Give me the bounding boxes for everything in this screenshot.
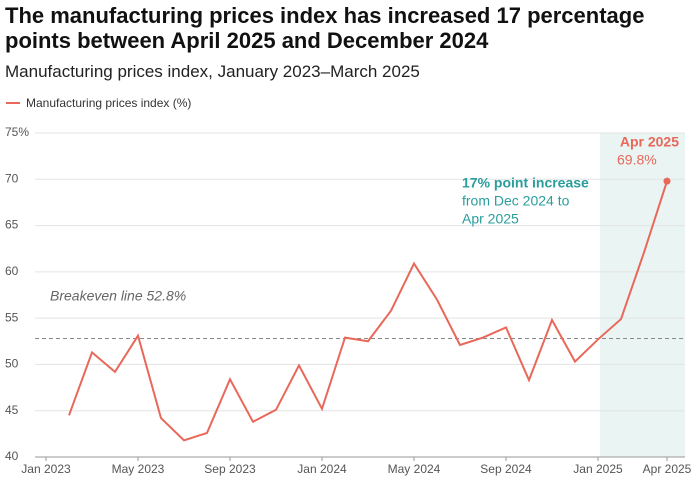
x-tick-label: Sep 2023 bbox=[204, 462, 256, 476]
y-tick-label: 65 bbox=[5, 218, 19, 232]
data-label: 69.8% bbox=[617, 152, 657, 168]
x-tick-label: Apr 2025 bbox=[643, 462, 692, 476]
x-tick-label: May 2024 bbox=[388, 462, 441, 476]
y-tick-label: 45 bbox=[5, 403, 19, 417]
y-tick-label: 55 bbox=[5, 310, 19, 324]
y-tick-label: 40 bbox=[5, 449, 19, 463]
y-tick-label: 60 bbox=[5, 264, 19, 278]
annotation: Apr 2025 bbox=[462, 211, 519, 227]
data-point bbox=[663, 177, 671, 185]
x-tick-label: May 2023 bbox=[112, 462, 165, 476]
annotation: 17% point increase bbox=[462, 175, 589, 191]
y-tick-label: 70 bbox=[5, 171, 19, 185]
x-tick-label: Jan 2024 bbox=[297, 462, 347, 476]
reference-label: Breakeven line 52.8% bbox=[50, 288, 186, 304]
x-tick-label: Jan 2025 bbox=[573, 462, 623, 476]
y-tick-label: 75% bbox=[5, 125, 29, 139]
highlight-band bbox=[600, 133, 685, 457]
annotation: from Dec 2024 to bbox=[462, 193, 570, 209]
y-tick-label: 50 bbox=[5, 357, 19, 371]
chart-subtitle: Manufacturing prices index, January 2023… bbox=[5, 62, 420, 81]
data-line bbox=[68, 180, 668, 442]
x-tick-label: Sep 2024 bbox=[480, 462, 532, 476]
x-tick-label: Jan 2023 bbox=[21, 462, 71, 476]
legend-label: Manufacturing prices index (%) bbox=[26, 96, 191, 110]
chart-title: The manufacturing prices index has incre… bbox=[5, 3, 645, 53]
highlight-label: Apr 2025 bbox=[620, 134, 679, 150]
